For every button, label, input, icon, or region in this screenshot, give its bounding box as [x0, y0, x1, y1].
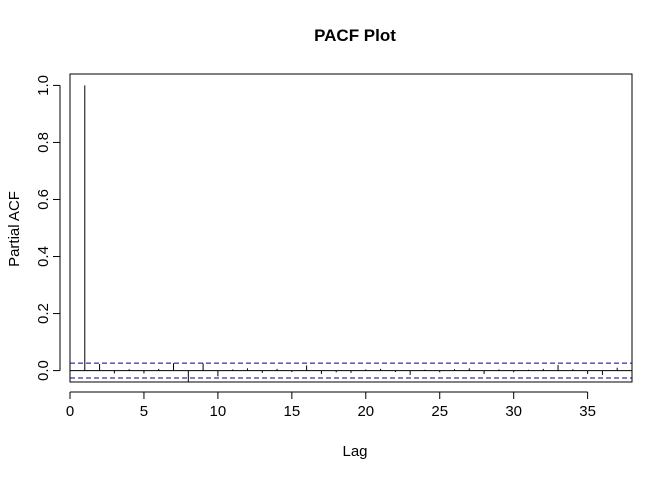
y-tick-label: 0.2	[35, 303, 52, 324]
x-tick-label: 0	[66, 403, 74, 420]
y-tick-label: 0.6	[35, 189, 52, 210]
y-tick-label: 0.8	[35, 132, 52, 153]
y-tick-label: 1.0	[35, 75, 52, 96]
plot-frame	[69, 73, 633, 383]
chart-title: PACF Plot	[314, 26, 396, 45]
y-tick-label: 0.0	[35, 360, 52, 381]
x-tick-label: 20	[357, 403, 374, 420]
x-tick-label: 30	[505, 403, 522, 420]
y-tick-label: 0.4	[35, 246, 52, 267]
x-tick-label: 10	[210, 403, 227, 420]
x-tick-label: 5	[140, 403, 148, 420]
x-tick-label: 15	[283, 403, 300, 420]
x-axis-label: Lag	[342, 443, 367, 460]
y-axis: 0.0 0.2 0.4 0.6 0.8 1.0	[35, 75, 61, 381]
x-axis: 0 5 10 15 20 25 30 35	[66, 391, 596, 420]
pacf-bars	[84, 85, 618, 382]
y-axis-label: Partial ACF	[6, 191, 23, 267]
x-tick-label: 35	[579, 403, 596, 420]
x-tick-label: 25	[431, 403, 448, 420]
